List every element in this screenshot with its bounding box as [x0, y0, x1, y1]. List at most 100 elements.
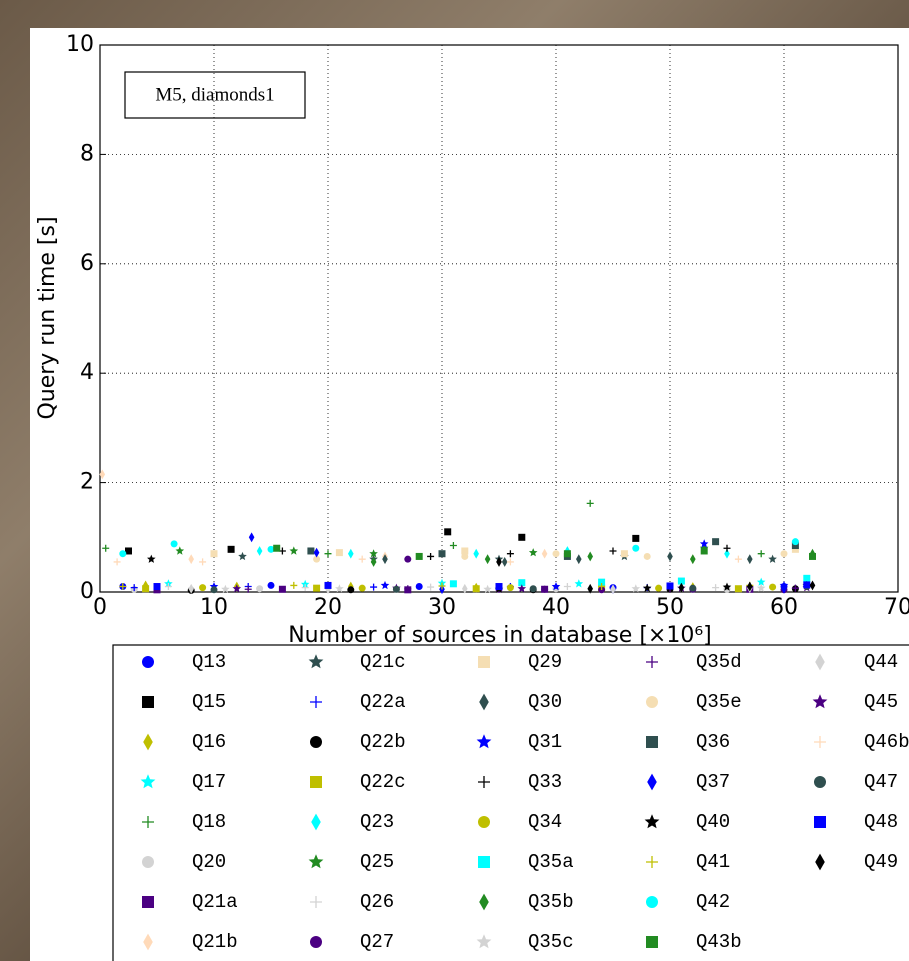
marker — [232, 584, 242, 593]
legend-label: Q17 — [192, 771, 226, 793]
marker — [113, 558, 121, 566]
marker — [780, 550, 788, 558]
marker — [620, 550, 628, 558]
marker — [290, 581, 298, 589]
x-tick-label: 70 — [884, 595, 909, 620]
marker — [632, 534, 640, 542]
legend-label: Q13 — [192, 651, 226, 673]
legend-marker — [143, 933, 153, 951]
legend-label: Q46b — [864, 731, 909, 753]
legend-marker — [142, 696, 154, 708]
legend-marker — [814, 736, 826, 748]
marker — [256, 585, 264, 593]
marker — [300, 579, 310, 588]
marker — [438, 550, 446, 558]
marker — [415, 583, 423, 591]
legend-label: Q49 — [864, 851, 898, 873]
legend-label: Q23 — [360, 811, 394, 833]
legend-label: Q47 — [864, 771, 898, 793]
x-tick-label: 60 — [770, 595, 798, 620]
marker — [496, 557, 502, 567]
legend-label: Q35d — [696, 651, 742, 673]
legend — [112, 644, 909, 961]
legend-marker — [142, 816, 154, 828]
marker — [404, 555, 412, 563]
marker — [769, 583, 777, 591]
marker — [244, 585, 252, 593]
legend-marker — [142, 656, 154, 668]
x-axis-label: Number of sources in database [×10⁶] — [288, 623, 712, 648]
marker — [791, 545, 799, 553]
legend-marker — [479, 893, 489, 911]
legend-marker — [646, 936, 658, 948]
marker — [643, 552, 651, 560]
marker — [576, 554, 582, 565]
marker — [700, 547, 708, 555]
legend-marker — [646, 856, 658, 868]
marker — [449, 542, 457, 550]
marker — [256, 546, 263, 556]
marker — [734, 585, 742, 593]
marker — [506, 550, 514, 558]
marker — [587, 583, 593, 594]
marker — [307, 547, 315, 555]
legend-label: Q48 — [864, 811, 898, 833]
marker — [473, 548, 479, 559]
legend-label: Q21c — [360, 651, 406, 673]
marker — [99, 469, 106, 480]
legend-label: Q29 — [528, 651, 562, 673]
marker — [427, 583, 435, 591]
x-tick-label: 50 — [656, 595, 684, 620]
legend-marker — [308, 854, 324, 869]
marker — [724, 548, 730, 559]
legend-label: Q35b — [528, 891, 574, 913]
marker — [301, 584, 309, 592]
marker — [563, 550, 571, 558]
legend-marker — [310, 896, 322, 908]
marker — [348, 548, 354, 559]
marker — [631, 584, 641, 593]
legend-marker — [310, 936, 322, 948]
marker — [175, 546, 185, 555]
marker — [518, 579, 526, 587]
marker — [370, 583, 378, 591]
marker — [119, 583, 127, 591]
legend-label: Q22c — [360, 771, 406, 793]
marker — [506, 584, 514, 592]
marker — [324, 581, 332, 589]
legend-marker — [646, 656, 658, 668]
marker — [461, 552, 469, 560]
y-tick-label: 10 — [66, 32, 94, 57]
x-tick-label: 0 — [93, 595, 107, 620]
marker — [170, 540, 178, 548]
legend-marker — [143, 733, 153, 751]
marker — [267, 545, 275, 553]
y-tick-label: 2 — [80, 470, 94, 495]
annotation-box — [124, 71, 306, 119]
marker — [563, 583, 571, 591]
marker — [210, 550, 218, 558]
marker — [358, 584, 366, 592]
marker — [415, 552, 423, 560]
x-tick-label: 20 — [314, 595, 342, 620]
marker — [723, 544, 731, 552]
marker — [449, 580, 457, 588]
marker — [199, 558, 207, 566]
legend-label: Q15 — [192, 691, 226, 713]
marker — [484, 554, 491, 565]
marker — [734, 555, 742, 563]
marker — [809, 580, 816, 591]
marker — [666, 582, 674, 590]
marker — [199, 584, 207, 592]
legend-marker — [478, 816, 490, 828]
marker — [803, 581, 811, 589]
marker — [642, 583, 652, 592]
legend-marker — [478, 776, 490, 788]
marker — [472, 585, 480, 593]
marker — [347, 586, 355, 594]
marker — [267, 581, 275, 589]
legend-marker — [812, 694, 828, 709]
marker — [747, 554, 753, 565]
marker — [518, 533, 526, 541]
